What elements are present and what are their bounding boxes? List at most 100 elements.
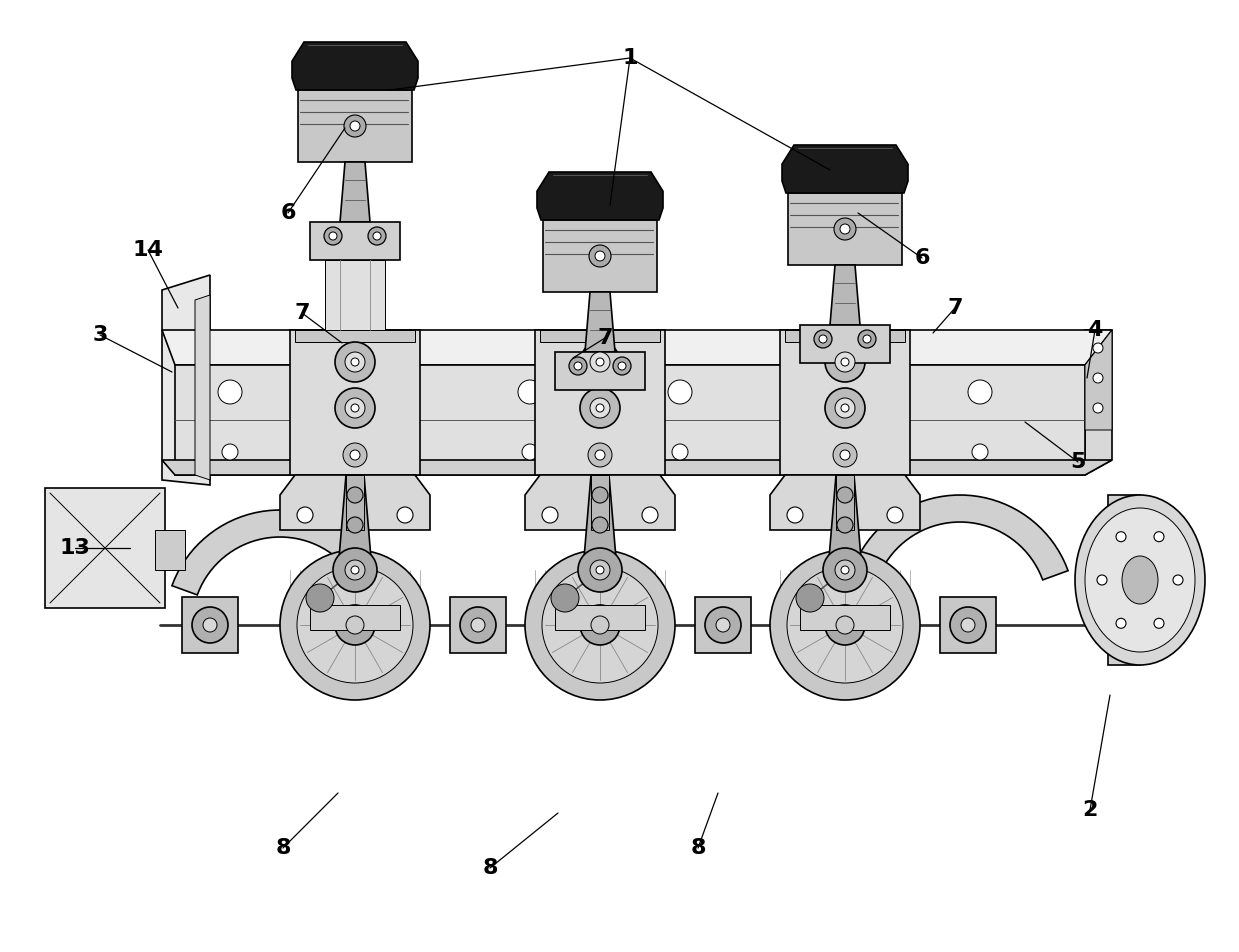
Circle shape <box>368 227 387 245</box>
Circle shape <box>580 342 620 382</box>
Circle shape <box>836 616 854 634</box>
Polygon shape <box>292 42 418 90</box>
Text: 5: 5 <box>1070 452 1085 472</box>
Circle shape <box>613 357 631 375</box>
Bar <box>836 475 854 530</box>
Polygon shape <box>1085 330 1111 430</box>
Circle shape <box>569 357 587 375</box>
Circle shape <box>1173 575 1183 585</box>
Circle shape <box>1093 373 1103 383</box>
Bar <box>786 330 904 342</box>
Text: 7: 7 <box>948 298 963 318</box>
Bar <box>299 90 413 162</box>
Circle shape <box>787 567 903 683</box>
Circle shape <box>1116 618 1126 628</box>
Circle shape <box>595 450 605 460</box>
Text: 7: 7 <box>597 328 613 348</box>
Circle shape <box>705 607 741 643</box>
Polygon shape <box>828 475 862 570</box>
Bar <box>182 597 238 653</box>
Circle shape <box>325 227 342 245</box>
Circle shape <box>864 335 871 343</box>
Bar <box>450 597 506 653</box>
Bar <box>800 605 890 630</box>
Circle shape <box>595 251 605 261</box>
Bar <box>45 488 165 608</box>
Circle shape <box>192 607 228 643</box>
Circle shape <box>590 560 610 580</box>
Circle shape <box>518 380 541 404</box>
Bar <box>940 597 996 653</box>
Circle shape <box>961 618 975 632</box>
Circle shape <box>596 358 603 366</box>
Text: 7: 7 <box>294 303 310 323</box>
Bar <box>788 193 902 265</box>
Polygon shape <box>584 475 617 570</box>
Polygon shape <box>536 172 663 220</box>
Circle shape <box>349 450 361 460</box>
Circle shape <box>818 380 843 404</box>
Circle shape <box>838 517 852 533</box>
Circle shape <box>591 616 610 634</box>
Circle shape <box>596 404 603 412</box>
Circle shape <box>819 335 826 343</box>
Bar <box>310 222 400 260</box>
Circle shape <box>716 618 730 632</box>
Polygon shape <box>338 475 372 570</box>
Bar <box>555 605 646 630</box>
Circle shape <box>835 398 855 418</box>
Circle shape <box>1097 575 1106 585</box>
Circle shape <box>525 550 675 700</box>
Bar <box>346 475 364 530</box>
Circle shape <box>579 548 622 592</box>
Bar <box>1108 495 1140 665</box>
Text: 4: 4 <box>1088 320 1103 340</box>
Circle shape <box>1116 532 1126 542</box>
Polygon shape <box>782 145 908 193</box>
Circle shape <box>833 443 857 467</box>
Circle shape <box>306 584 335 612</box>
Circle shape <box>297 567 413 683</box>
Circle shape <box>541 507 558 523</box>
Circle shape <box>222 444 238 460</box>
Circle shape <box>333 548 377 592</box>
Circle shape <box>580 605 620 645</box>
Bar <box>540 330 660 342</box>
Circle shape <box>835 352 855 372</box>
Text: 3: 3 <box>93 325 108 345</box>
Circle shape <box>841 404 849 412</box>
Circle shape <box>330 232 337 240</box>
Bar <box>591 475 610 530</box>
Circle shape <box>787 507 803 523</box>
Circle shape <box>590 352 610 372</box>
Text: 8: 8 <box>690 838 706 858</box>
Bar <box>155 530 185 570</box>
Polygon shape <box>830 265 860 325</box>
Circle shape <box>574 362 582 370</box>
Circle shape <box>672 444 688 460</box>
Circle shape <box>580 388 620 428</box>
Polygon shape <box>525 475 675 530</box>
Circle shape <box>1154 532 1163 542</box>
Circle shape <box>349 121 361 131</box>
Circle shape <box>551 584 579 612</box>
Circle shape <box>825 342 865 382</box>
Text: 1: 1 <box>622 48 638 68</box>
Circle shape <box>347 517 363 533</box>
Polygon shape <box>1085 330 1111 475</box>
Circle shape <box>344 398 366 418</box>
Circle shape <box>821 444 838 460</box>
Bar <box>555 352 646 390</box>
Circle shape <box>335 342 375 382</box>
Circle shape <box>346 616 364 634</box>
Circle shape <box>368 380 392 404</box>
Circle shape <box>1093 343 1103 353</box>
Circle shape <box>857 330 876 348</box>
Circle shape <box>280 550 430 700</box>
Circle shape <box>592 487 608 503</box>
Circle shape <box>347 487 363 503</box>
Polygon shape <box>339 162 370 222</box>
Circle shape <box>841 358 849 366</box>
Circle shape <box>372 444 388 460</box>
Circle shape <box>203 618 217 632</box>
